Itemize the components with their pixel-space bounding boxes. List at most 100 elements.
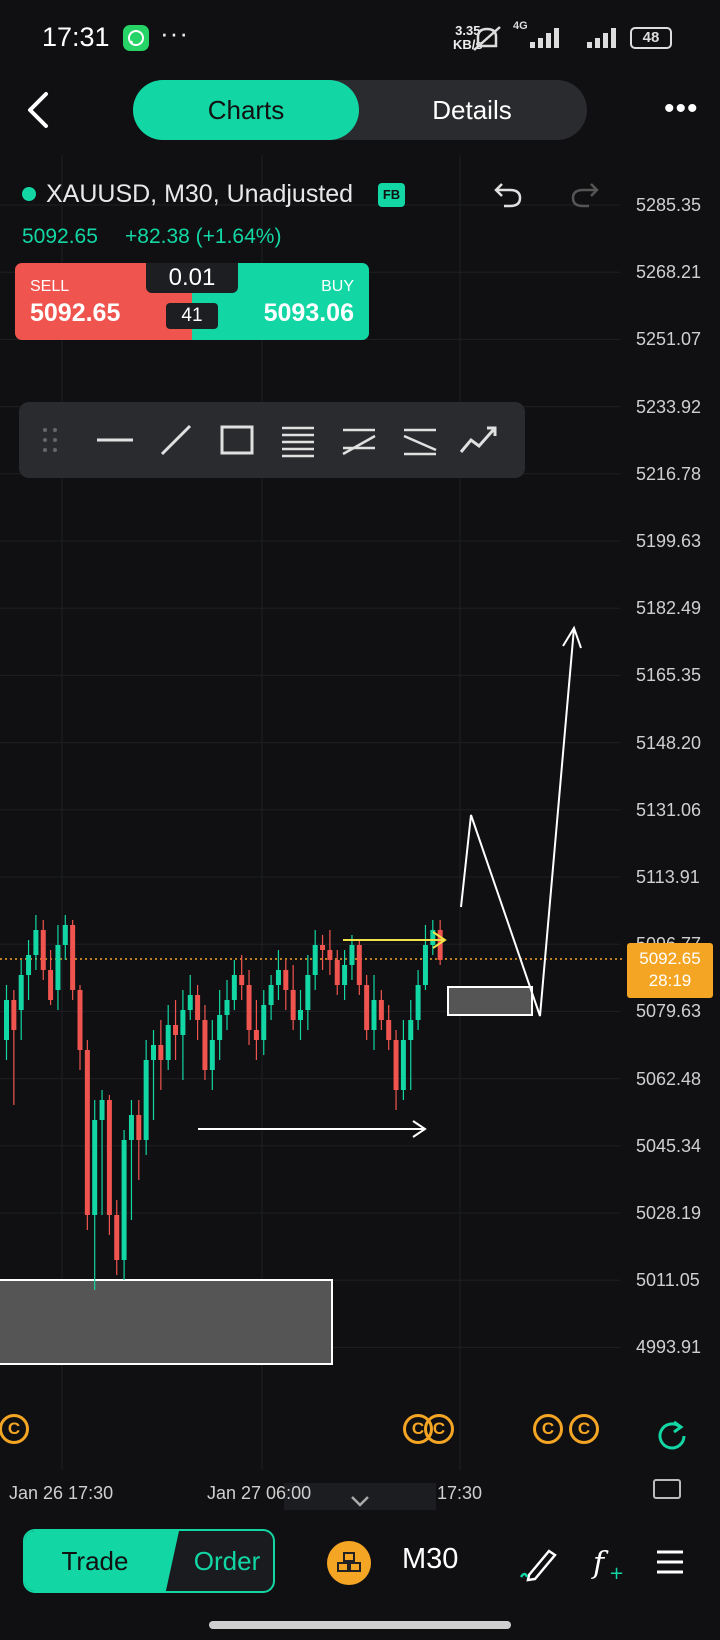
fib-retracement-icon[interactable] (274, 416, 322, 464)
gold-icon[interactable] (327, 1541, 371, 1585)
candle (312, 930, 318, 990)
draw-icon[interactable] (519, 1543, 559, 1583)
x-axis-label: 17:30 (437, 1483, 483, 1503)
candle (40, 920, 46, 980)
buy-price: 5093.06 (263, 299, 354, 327)
candle (26, 940, 32, 1000)
chart-drawings (198, 625, 582, 1138)
back-button[interactable] (22, 86, 58, 134)
calendar-event-icon[interactable]: C (424, 1414, 454, 1444)
price-change: +82.38 (+1.64%) (125, 225, 282, 248)
candle (62, 915, 68, 960)
candle (320, 935, 326, 970)
candle (187, 975, 193, 1020)
candle (99, 1090, 105, 1215)
tab-details[interactable]: Details (432, 95, 512, 125)
candle (400, 1020, 406, 1100)
candle (275, 950, 281, 1000)
candle (349, 935, 355, 980)
fib-fan-icon[interactable] (396, 416, 444, 464)
market-open-indicator (22, 187, 36, 201)
more-menu-icon[interactable]: ••• (664, 92, 699, 125)
home-indicator (209, 1621, 511, 1629)
candlestick-series (4, 915, 443, 1290)
candle (253, 1000, 259, 1060)
drag-handle-icon[interactable] (35, 416, 65, 464)
sell-label: SELL (30, 278, 70, 295)
y-axis-label: 5113.91 (636, 867, 700, 887)
rectangle-icon[interactable] (213, 416, 261, 464)
y-axis-label: 5268.21 (636, 262, 702, 283)
parallel-channel-icon[interactable] (335, 416, 383, 464)
redo-icon[interactable] (567, 176, 601, 212)
trend-line-icon[interactable] (152, 416, 200, 464)
y-axis-label: 5285.35 (636, 195, 702, 215)
calendar-event-icon[interactable]: C (0, 1414, 29, 1444)
candle (408, 1000, 414, 1090)
y-axis-label: 5148.20 (636, 732, 702, 753)
arrow-head (562, 625, 582, 649)
demand-zone (447, 986, 533, 1016)
candle (202, 1005, 208, 1080)
x-axis-label: Jan 27 06:00 (207, 1483, 312, 1503)
undo-icon[interactable] (492, 176, 526, 212)
candle (283, 960, 289, 1010)
lot-size-input[interactable]: 0.01 (146, 263, 238, 293)
horizontal-line-icon[interactable] (91, 416, 139, 464)
candle (239, 955, 245, 1000)
candle (290, 965, 296, 1030)
candle (180, 990, 186, 1080)
fullscreen-icon[interactable] (652, 1478, 682, 1500)
reset-chart-icon[interactable] (654, 1418, 690, 1454)
candle (18, 960, 24, 1040)
candle (158, 1020, 164, 1090)
svg-text:+: + (609, 1563, 624, 1583)
candle (386, 1005, 392, 1050)
calendar-event-icon[interactable]: C (533, 1414, 563, 1444)
signal-icon (528, 24, 568, 50)
timeframe-selector[interactable]: M30 (402, 1543, 459, 1575)
candle (151, 1030, 156, 1120)
candle (415, 970, 421, 1030)
chart-grid (0, 155, 620, 1470)
trade-button[interactable]: Trade (25, 1531, 165, 1591)
instrument-title[interactable]: XAUUSD, M30, Unadjusted (46, 180, 354, 208)
order-button[interactable]: Order (193, 1546, 261, 1576)
y-axis-label: 5199.63 (636, 531, 702, 551)
whatsapp-icon (123, 25, 149, 51)
tab-charts[interactable]: Charts (133, 80, 359, 140)
arrow-head (412, 1120, 427, 1138)
candle (143, 1040, 149, 1155)
candle (173, 1000, 179, 1060)
candle (334, 950, 340, 995)
candle (393, 1030, 399, 1110)
indicator-icon[interactable]: f + (589, 1543, 629, 1584)
drawing-toolbar (19, 402, 525, 478)
menu-icon[interactable] (653, 1545, 687, 1579)
candle (165, 1005, 171, 1070)
mute-icon (470, 24, 510, 51)
y-axis-label: 5216.78 (636, 463, 702, 484)
candle (136, 1100, 142, 1180)
sell-price: 5092.65 (30, 299, 121, 327)
calendar-event-icon[interactable]: C (569, 1414, 599, 1444)
demand-zone (0, 1279, 333, 1365)
candle (33, 915, 39, 970)
candle (84, 1040, 90, 1230)
candle (261, 990, 267, 1055)
candle (378, 990, 384, 1030)
candle (106, 1095, 112, 1235)
y-axis-label: 5165.35 (636, 665, 702, 686)
path-icon[interactable] (457, 416, 505, 464)
candle (224, 980, 230, 1030)
candle (268, 975, 274, 1020)
candle (231, 960, 237, 1010)
price-axis[interactable]: 5285.35 5268.21 5251.07 5233.92 5216.78 5199.… (636, 0, 720, 1400)
battery-icon: 48 (630, 27, 672, 49)
candle (92, 1100, 98, 1290)
chart-zones (0, 958, 624, 1365)
fb-badge: FB (378, 183, 405, 207)
candle (356, 940, 362, 995)
price-chart[interactable] (0, 155, 720, 1485)
status-time: 17:31 (42, 22, 110, 52)
